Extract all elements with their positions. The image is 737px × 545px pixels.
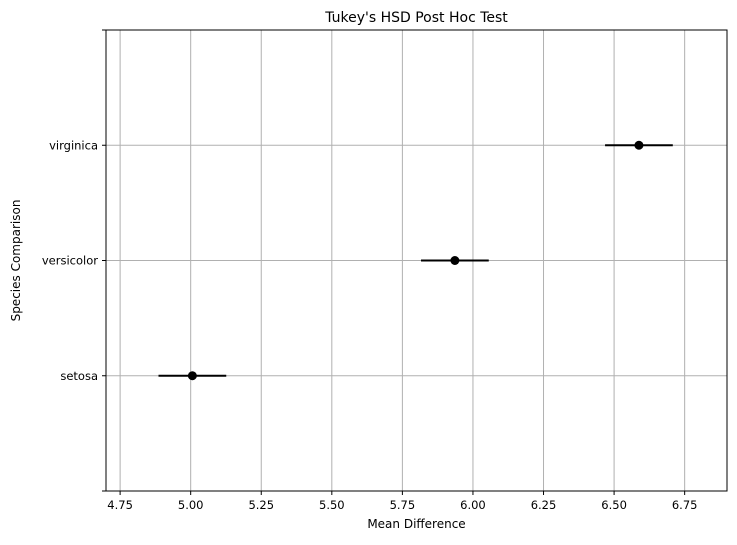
x-tick-label: 6.75 bbox=[672, 498, 698, 512]
x-tick-label: 5.25 bbox=[248, 498, 274, 512]
series bbox=[158, 140, 673, 381]
point-versicolor bbox=[450, 256, 460, 265]
y-tick-label: setosa bbox=[60, 369, 98, 383]
grid bbox=[106, 30, 727, 491]
x-tick-label: 5.50 bbox=[319, 498, 345, 512]
y-tick-label: versicolor bbox=[42, 254, 98, 268]
x-tick-label: 6.25 bbox=[531, 498, 557, 512]
x-tick-label: 5.00 bbox=[178, 498, 204, 512]
y-tick-label: virginica bbox=[49, 138, 98, 152]
x-tick-label: 4.75 bbox=[107, 498, 133, 512]
point-virginica bbox=[634, 140, 644, 150]
x-tick-label: 6.50 bbox=[601, 498, 627, 512]
ticks: 4.75 5.00 5.25 5.50 5.75 6.00 6.25 6.50 6.75 seto… bbox=[42, 29, 698, 512]
x-tick-label: 6.00 bbox=[460, 498, 486, 512]
y-axis-label: Species Comparison bbox=[9, 200, 23, 322]
point-setosa bbox=[187, 371, 197, 381]
x-axis-label: Mean Difference bbox=[367, 517, 465, 531]
chart-title: Tukey's HSD Post Hoc Test bbox=[324, 10, 508, 26]
x-tick-label: 5.75 bbox=[390, 498, 416, 512]
